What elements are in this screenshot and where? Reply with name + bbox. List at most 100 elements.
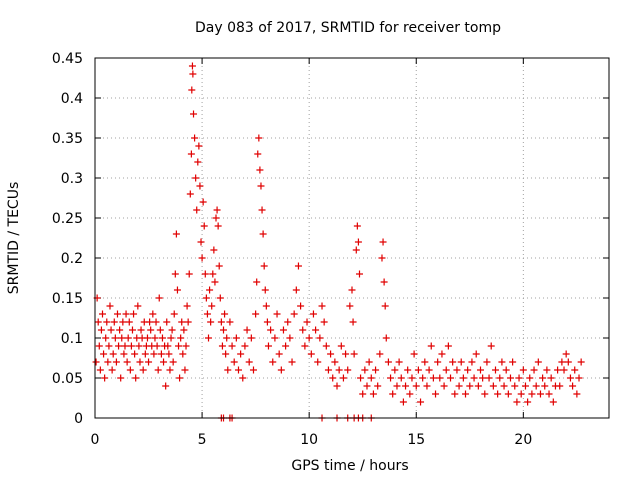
- data-point: [381, 302, 389, 310]
- data-point: [166, 366, 174, 374]
- data-point: [220, 326, 227, 334]
- x-tick-label: 10: [300, 432, 318, 448]
- data-point: [182, 342, 190, 350]
- data-point: [569, 382, 577, 390]
- data-point: [384, 358, 392, 366]
- data-point: [393, 382, 401, 390]
- data-point: [156, 326, 164, 334]
- data-point: [110, 318, 118, 326]
- data-point: [111, 334, 119, 342]
- data-point: [217, 318, 225, 326]
- data-point: [318, 302, 326, 310]
- data-point: [173, 286, 181, 294]
- data-point: [107, 326, 115, 334]
- data-point: [191, 134, 199, 142]
- x-tick-label: 0: [91, 432, 100, 448]
- data-point: [466, 382, 474, 390]
- data-point: [376, 350, 384, 358]
- data-point: [192, 174, 200, 182]
- y-tick-label: 0.15: [52, 291, 83, 307]
- data-point: [185, 270, 193, 278]
- data-point: [252, 310, 260, 318]
- data-point: [506, 374, 514, 382]
- data-point: [455, 382, 463, 390]
- data-point: [198, 254, 206, 262]
- data-point: [260, 262, 268, 270]
- data-point: [530, 366, 538, 374]
- data-point: [263, 318, 271, 326]
- data-point: [113, 310, 121, 318]
- data-point: [101, 374, 109, 382]
- data-point: [284, 318, 292, 326]
- data-point: [429, 374, 437, 382]
- data-point: [125, 318, 133, 326]
- data-point: [214, 222, 222, 230]
- data-point: [481, 390, 489, 398]
- data-point: [184, 318, 192, 326]
- data-point: [423, 382, 431, 390]
- data-point: [408, 374, 416, 382]
- data-point: [519, 366, 527, 374]
- data-point: [179, 350, 187, 358]
- data-point: [479, 374, 487, 382]
- data-point: [543, 366, 551, 374]
- data-point: [109, 350, 117, 358]
- data-point: [526, 374, 534, 382]
- data-point: [474, 382, 482, 390]
- data-point: [226, 318, 234, 326]
- data-point: [149, 310, 157, 318]
- data-point: [438, 350, 446, 358]
- data-point: [564, 358, 572, 366]
- data-point: [247, 334, 255, 342]
- data-point: [324, 366, 332, 374]
- data-point: [402, 382, 410, 390]
- data-point: [152, 318, 160, 326]
- data-point: [147, 326, 155, 334]
- data-point: [262, 302, 270, 310]
- data-point: [472, 350, 480, 358]
- data-point: [224, 366, 232, 374]
- y-tick-label: 0.4: [61, 91, 83, 107]
- data-point: [327, 350, 335, 358]
- data-point: [354, 238, 362, 246]
- data-point: [314, 358, 322, 366]
- data-point: [256, 166, 264, 174]
- data-point: [178, 318, 186, 326]
- data-point: [562, 350, 570, 358]
- data-point: [94, 318, 102, 326]
- data-point: [425, 366, 433, 374]
- data-point: [188, 62, 196, 70]
- data-point: [167, 334, 175, 342]
- data-point: [141, 350, 149, 358]
- data-point: [201, 270, 209, 278]
- data-point: [211, 278, 219, 286]
- data-point: [143, 334, 151, 342]
- data-point: [232, 334, 240, 342]
- data-point: [150, 350, 158, 358]
- chart-title: Day 083 of 2017, SRMTID for receiver tom…: [195, 20, 501, 36]
- data-point: [131, 350, 139, 358]
- data-point: [115, 342, 123, 350]
- data-point: [545, 390, 553, 398]
- data-point: [212, 214, 220, 222]
- data-point: [322, 342, 330, 350]
- data-point: [290, 310, 298, 318]
- y-tick-label: 0.2: [61, 251, 83, 267]
- data-point: [453, 366, 461, 374]
- data-point: [305, 334, 313, 342]
- data-point: [230, 358, 238, 366]
- data-point: [267, 326, 275, 334]
- data-point: [464, 366, 472, 374]
- data-point: [213, 206, 221, 214]
- data-point: [387, 374, 395, 382]
- data-point: [549, 398, 557, 406]
- data-point: [573, 390, 581, 398]
- data-point: [105, 342, 113, 350]
- data-point: [160, 358, 168, 366]
- data-point: [172, 230, 180, 238]
- data-point: [234, 366, 242, 374]
- data-point: [380, 278, 388, 286]
- data-point: [163, 318, 171, 326]
- data-point: [412, 382, 420, 390]
- data-point: [157, 350, 165, 358]
